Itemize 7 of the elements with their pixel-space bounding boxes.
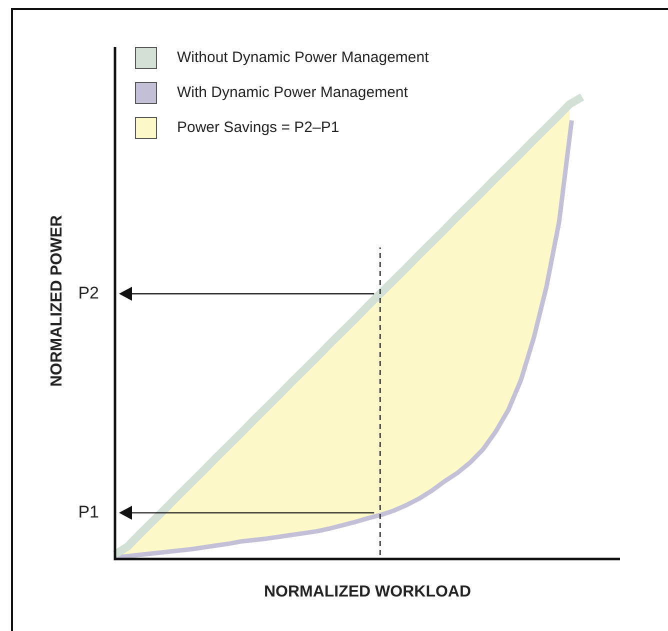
ref-line-label: P1 xyxy=(78,502,99,522)
y-axis-title: NORMALIZED POWER xyxy=(48,214,66,387)
x-axis-title: NORMALIZED WORKLOAD xyxy=(264,583,472,600)
legend-label: Power Savings = P2–P1 xyxy=(177,119,340,136)
legend-label: Without Dynamic Power Management xyxy=(177,49,429,66)
legend-label: With Dynamic Power Management xyxy=(177,84,408,101)
ref-line-label: P2 xyxy=(78,283,99,302)
